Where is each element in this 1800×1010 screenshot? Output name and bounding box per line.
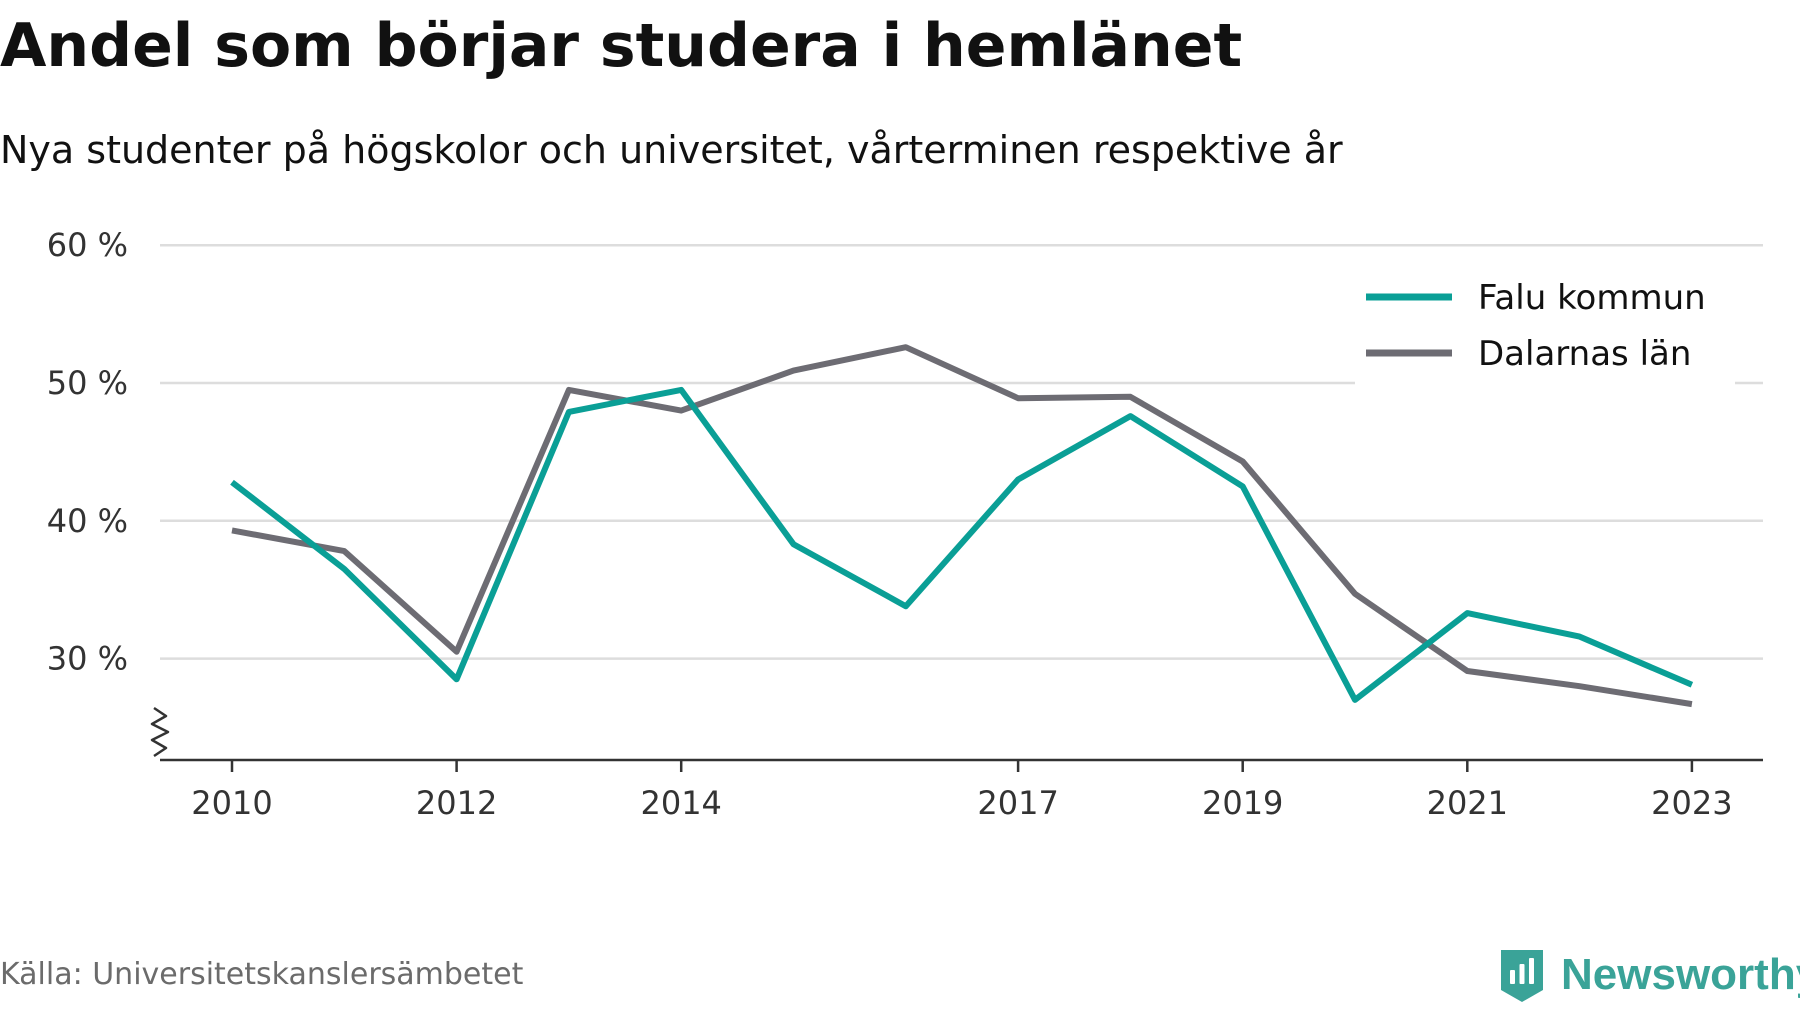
brand-name: Newsworthy xyxy=(1561,950,1800,999)
y-tick-label: 30 % xyxy=(47,640,128,678)
y-tick-label: 50 % xyxy=(47,364,128,402)
legend-background xyxy=(1355,265,1735,385)
x-tick-label: 2023 xyxy=(1651,784,1732,822)
x-tick-label: 2021 xyxy=(1427,784,1508,822)
y-tick-label: 60 % xyxy=(47,226,128,264)
series-line-1 xyxy=(231,344,1693,708)
y-tick-label: 40 % xyxy=(47,502,128,540)
series-lines xyxy=(230,344,1694,708)
axis-break-icon xyxy=(150,706,170,758)
chart-title: Andel som börjar studera i hemlänet xyxy=(0,11,1243,81)
brand-logo-link[interactable]: Newsworthy xyxy=(1497,940,1800,1010)
gridlines xyxy=(160,243,1763,660)
x-tick-label: 2017 xyxy=(977,784,1058,822)
source-note: Källa: Universitetskanslersämbetet xyxy=(0,957,524,992)
x-tick-label: 2012 xyxy=(416,784,497,822)
legend: Falu kommun Dalarnas län xyxy=(1355,265,1735,385)
y-axis-labels: 30 % 40 % 50 % 60 % xyxy=(47,226,170,758)
x-tick-label: 2019 xyxy=(1202,784,1283,822)
newsworthy-logo-icon xyxy=(1501,950,1543,1002)
legend-label-1: Dalarnas län xyxy=(1478,334,1691,374)
chart-subtitle: Nya studenter på högskolor och universit… xyxy=(0,128,1343,172)
series-line-0 xyxy=(230,386,1694,703)
x-axis: 2010 2012 2014 2017 2019 2021 2023 xyxy=(160,758,1763,822)
x-tick-label: 2010 xyxy=(191,784,272,822)
legend-label-0: Falu kommun xyxy=(1478,278,1706,318)
x-tick-label: 2014 xyxy=(640,784,721,822)
